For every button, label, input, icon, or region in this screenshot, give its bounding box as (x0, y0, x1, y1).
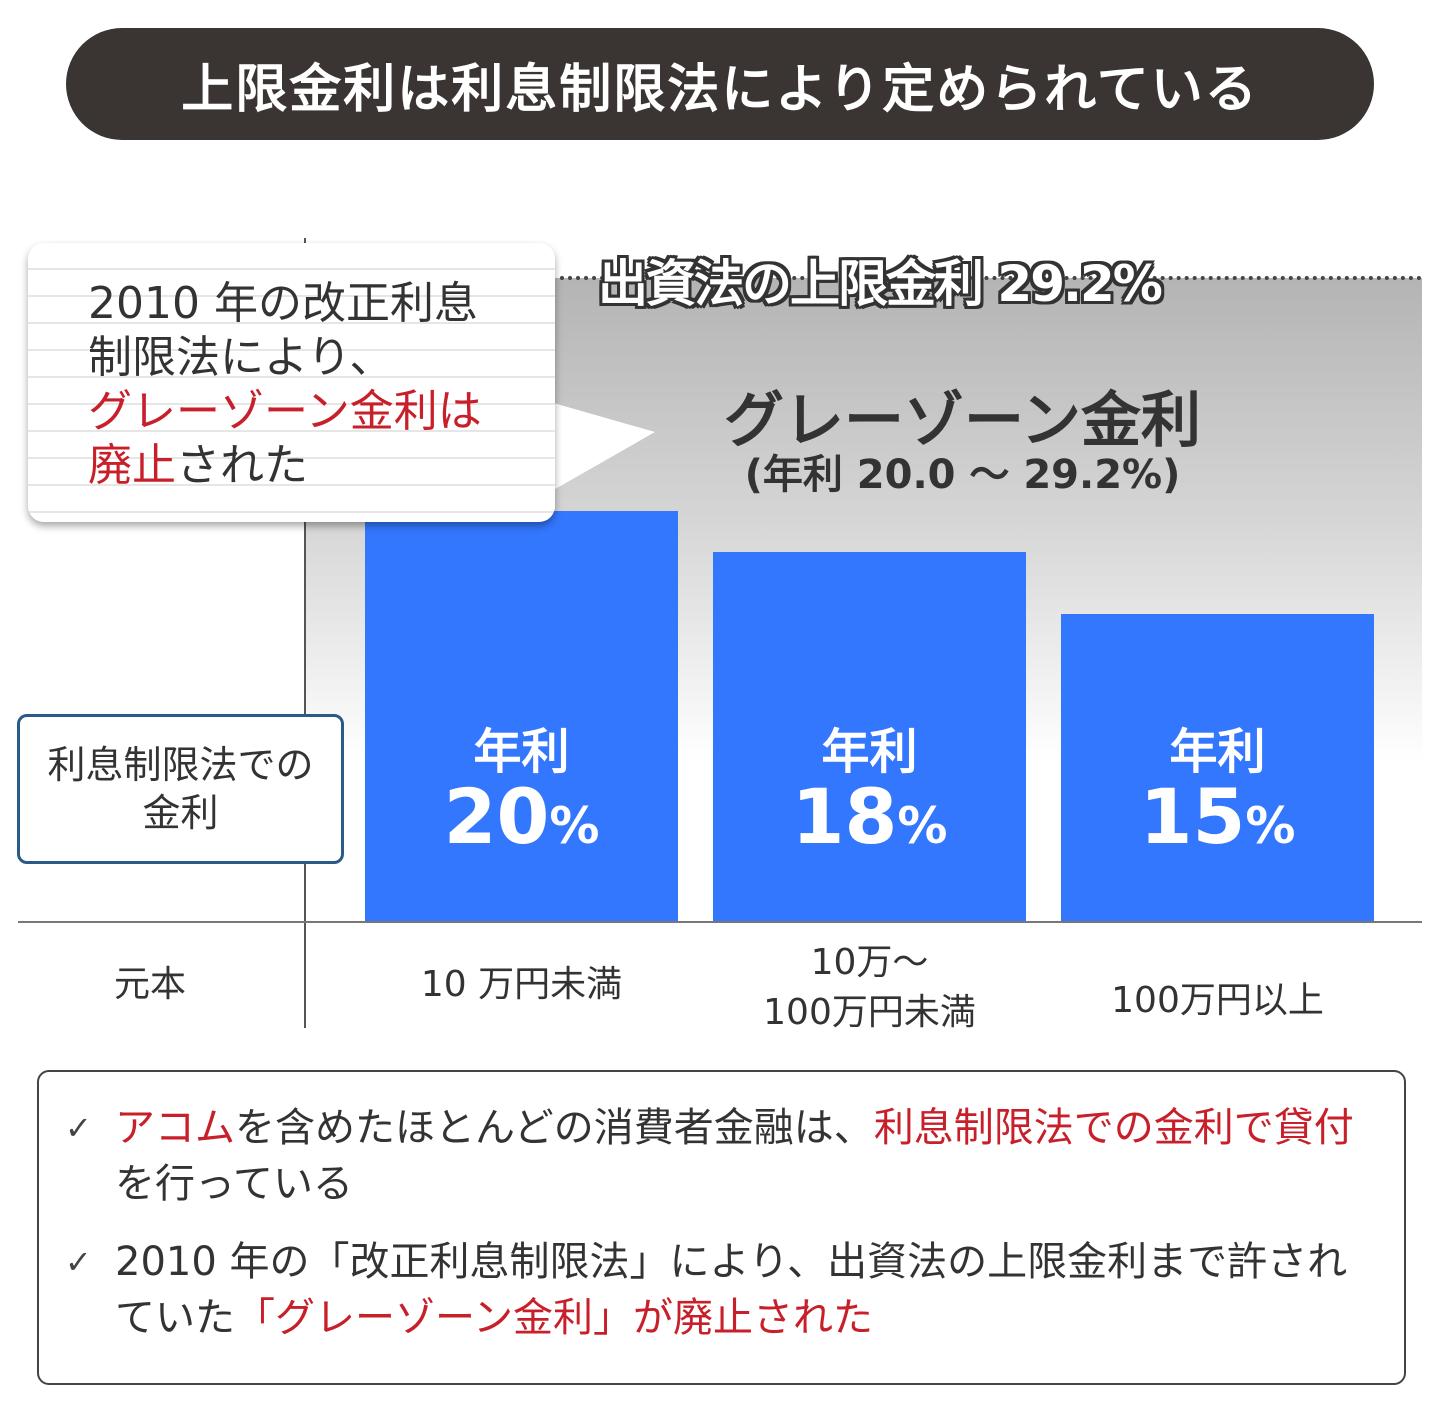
cap-reference-label: 出資法の上限金利 29.2% (598, 255, 1163, 313)
bar-value-label: 18% (791, 771, 948, 861)
check-icon: ✓ (65, 1109, 92, 1147)
callout-note: 2010 年の改正利息 制限法により、 グレーゾーン金利は 廃止された (28, 243, 555, 522)
bar: 年利 18% (713, 552, 1026, 922)
grayzone-title: グレーゾーン金利 (724, 386, 1201, 456)
bar: 年利 20% (365, 511, 678, 922)
cap-reference-line (560, 276, 1422, 280)
note-text: アコムを含めたほとんどの消費者金融は、利息制限法での金利で貸付を行っている (115, 1100, 1384, 1212)
notes-box: ✓ アコムを含めたほとんどの消費者金融は、利息制限法での金利で貸付を行っている ✓ 2… (37, 1070, 1406, 1385)
y-axis-label-box: 利息制限法での 金利 (17, 714, 344, 864)
y-axis-label-line: 利息制限法での (47, 743, 314, 787)
callout-line-highlight: グレーゾーン金利は (88, 386, 482, 437)
grayzone-subtitle: (年利 20.0 ～ 29.2%) (744, 452, 1181, 498)
x-axis-line (18, 921, 1422, 923)
x-tick-label-line: 10 万円未満 (420, 964, 623, 1005)
bar-label-prefix: 年利 (1169, 723, 1266, 780)
callout-line: 2010 年の改正利息 (88, 278, 478, 329)
y-axis-line (304, 238, 306, 1028)
y-axis-label-line: 金利 (142, 791, 219, 835)
note-highlight: 「グレーゾーン金利」が廃止された (235, 1295, 873, 1341)
x-tick-label-line: 100万円未満 (763, 992, 976, 1033)
note-highlight: アコム (115, 1105, 235, 1151)
x-tick-label: 10万～ 100万円未満 (700, 938, 1040, 1038)
x-tick-label: 10 万円未満 (352, 960, 692, 1010)
note-segment: 2010 年の「改正利息制限法」により、出資法の上限金利まで許されていた (115, 1239, 1348, 1341)
note-segment: を行っている (115, 1161, 353, 1207)
callout-highlight: 廃止 (88, 440, 176, 491)
bar-value-label: 20% (443, 771, 600, 861)
page-title: 上限金利は利息制限法により定められている (66, 28, 1374, 140)
note-highlight: 利息制限法での金利で貸付 (873, 1105, 1354, 1151)
x-tick-label: 100万円以上 (1048, 976, 1388, 1026)
callout-line: 廃止された (88, 439, 555, 493)
x-tick-label-line: 100万円以上 (1111, 980, 1324, 1021)
callout-line: 制限法により、 (88, 332, 394, 383)
bar-label-prefix: 年利 (473, 723, 570, 780)
check-icon: ✓ (65, 1243, 92, 1281)
bar-value-label: 15% (1139, 771, 1296, 861)
x-axis-title: 元本 (113, 964, 186, 1005)
callout-text: された (176, 440, 308, 491)
bar: 年利 15% (1061, 613, 1374, 922)
note-item: ✓ アコムを含めたほとんどの消費者金融は、利息制限法での金利で貸付を行っている (65, 1100, 1384, 1212)
bar-label-prefix: 年利 (821, 723, 918, 780)
note-text: 2010 年の「改正利息制限法」により、出資法の上限金利まで許されていた「グレー… (115, 1234, 1384, 1346)
note-segment: を含めたほとんどの消費者金融は、 (235, 1105, 874, 1151)
callout-pointer (550, 402, 655, 492)
note-item: ✓ 2010 年の「改正利息制限法」により、出資法の上限金利まで許されていた「グレ… (65, 1234, 1384, 1346)
x-tick-label-line: 10万～ (810, 942, 929, 983)
